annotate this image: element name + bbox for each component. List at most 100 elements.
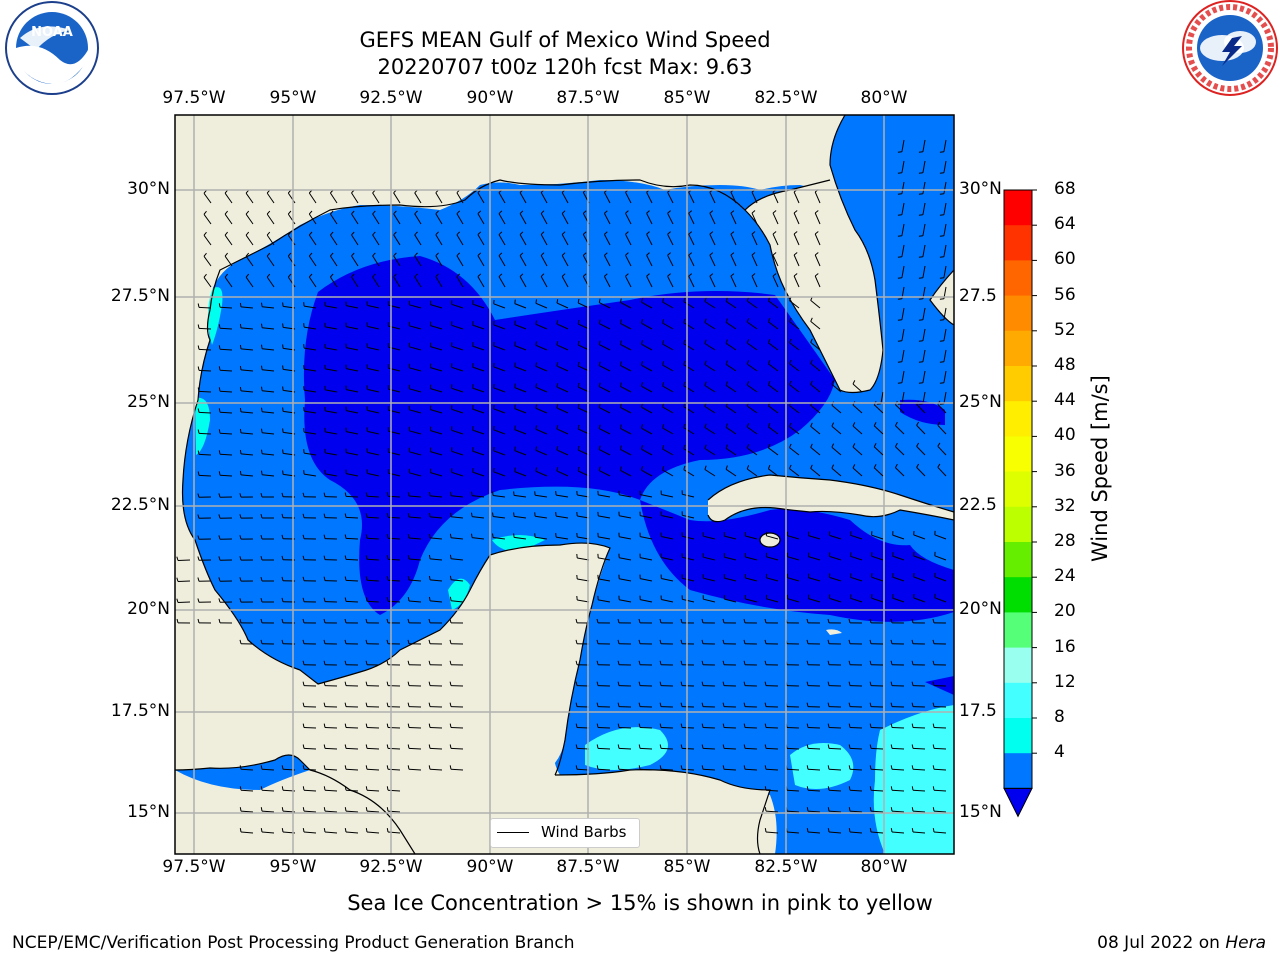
wind-barb-feather (261, 344, 263, 349)
wind-barb (625, 234, 632, 246)
wind-barb-feather (932, 828, 935, 833)
wind-barbs (176, 139, 947, 834)
wind-barb-feather (806, 660, 809, 665)
wind-barb-feather (725, 381, 728, 386)
wind-barb-feather (239, 449, 242, 454)
wind-barb (641, 322, 653, 330)
wind-barb (472, 537, 485, 540)
wind-barb-feather (932, 639, 935, 644)
wind-barb (304, 347, 317, 351)
wind-barb-feather (302, 828, 305, 833)
wind-barb (203, 277, 212, 288)
wind-barb-feather (302, 597, 305, 602)
wind-barb-feather (722, 765, 725, 770)
wind-barb (435, 255, 443, 267)
wind-barb (901, 349, 905, 362)
wind-barb-feather (344, 744, 347, 749)
wind-barb-feather (772, 273, 777, 277)
wind-barb (660, 727, 674, 729)
wind-barb-feather (848, 702, 851, 707)
colorbar-segment (1004, 647, 1032, 684)
wind-barb (683, 427, 695, 435)
wind-barb (807, 768, 821, 771)
wind-barb (519, 255, 527, 267)
wind-barb (725, 363, 737, 372)
wind-barb-feather (281, 639, 284, 644)
wind-barb (640, 578, 653, 582)
wind-barb-feather (365, 723, 368, 728)
wind-barb (662, 322, 674, 330)
wind-barb (768, 342, 779, 351)
wind-barb (704, 364, 716, 372)
wind-barb (852, 404, 863, 414)
wind-barb (598, 536, 611, 540)
wind-barb-feather (680, 639, 683, 644)
wind-barb (429, 727, 443, 729)
wind-barb-feather (261, 323, 263, 328)
wind-barb-feather (239, 639, 242, 644)
wind-barb-feather (281, 513, 284, 518)
wind-barb (577, 515, 590, 519)
wind-barb (493, 450, 506, 456)
wind-barb (535, 494, 548, 498)
wind-barb (598, 557, 611, 561)
wind-barb-feather (575, 702, 578, 707)
colorbar-tick-label: 12 (1054, 671, 1076, 692)
wind-barb (514, 387, 527, 393)
wind-barb-feather (556, 383, 559, 388)
wind-barb-feather (641, 403, 643, 408)
wind-barb-feather (477, 210, 482, 214)
wind-barb (577, 302, 590, 309)
wind-barb-feather (323, 513, 326, 518)
wind-barb-feather (498, 252, 503, 256)
wind-barb-feather (513, 491, 515, 496)
wind-barb (852, 446, 863, 456)
wind-barb (828, 747, 842, 750)
lat-tick-left: 30°N (127, 179, 170, 199)
wind-barb (304, 410, 317, 414)
wind-barb-feather (789, 359, 792, 364)
wind-barb (807, 789, 821, 792)
wind-barb (768, 447, 779, 456)
colorbar-tick-label: 4 (1054, 742, 1065, 763)
wind-barb-feather (365, 765, 368, 770)
wind-barb (514, 324, 527, 330)
wind-barb (786, 727, 800, 729)
wind-barb-feather (743, 702, 746, 707)
wind-barb (922, 160, 926, 173)
wind-barb (937, 403, 947, 414)
wind-barb (351, 213, 359, 225)
wind-barb (304, 473, 317, 477)
wind-barb-feather (667, 273, 671, 277)
wind-barb (556, 428, 569, 435)
wind-barb (514, 536, 527, 540)
wind-barb (810, 447, 821, 456)
wind-barb (451, 600, 464, 603)
wind-barb (414, 255, 422, 267)
wind-barb (535, 536, 548, 540)
wind-barb (901, 181, 905, 194)
wind-barb (793, 275, 800, 288)
wind-barb (789, 384, 800, 393)
wind-barb (324, 789, 338, 792)
wind-barb (766, 598, 779, 603)
wind-barb (372, 213, 380, 225)
wind-barb-feather (852, 422, 856, 427)
wind-barb-feather (386, 576, 389, 581)
wind-barb (345, 537, 359, 540)
wind-barb (793, 191, 800, 204)
wind-barb-feather (176, 618, 179, 624)
wind-barb-feather (407, 513, 410, 518)
wind-barb-feather (641, 361, 643, 366)
wind-barb-feather (743, 681, 746, 686)
wind-barb-feather (176, 577, 179, 582)
wind-barb (933, 768, 947, 771)
wind-barb (639, 747, 653, 750)
wind-barb-feather (556, 425, 559, 430)
wind-barb (725, 447, 737, 456)
wind-barb-feather (535, 341, 537, 346)
lon-tick-top: 80°W (860, 88, 908, 108)
wind-barb-feather (848, 723, 851, 728)
wind-barb-feather (414, 210, 418, 215)
wind-barb-feather (667, 231, 671, 235)
